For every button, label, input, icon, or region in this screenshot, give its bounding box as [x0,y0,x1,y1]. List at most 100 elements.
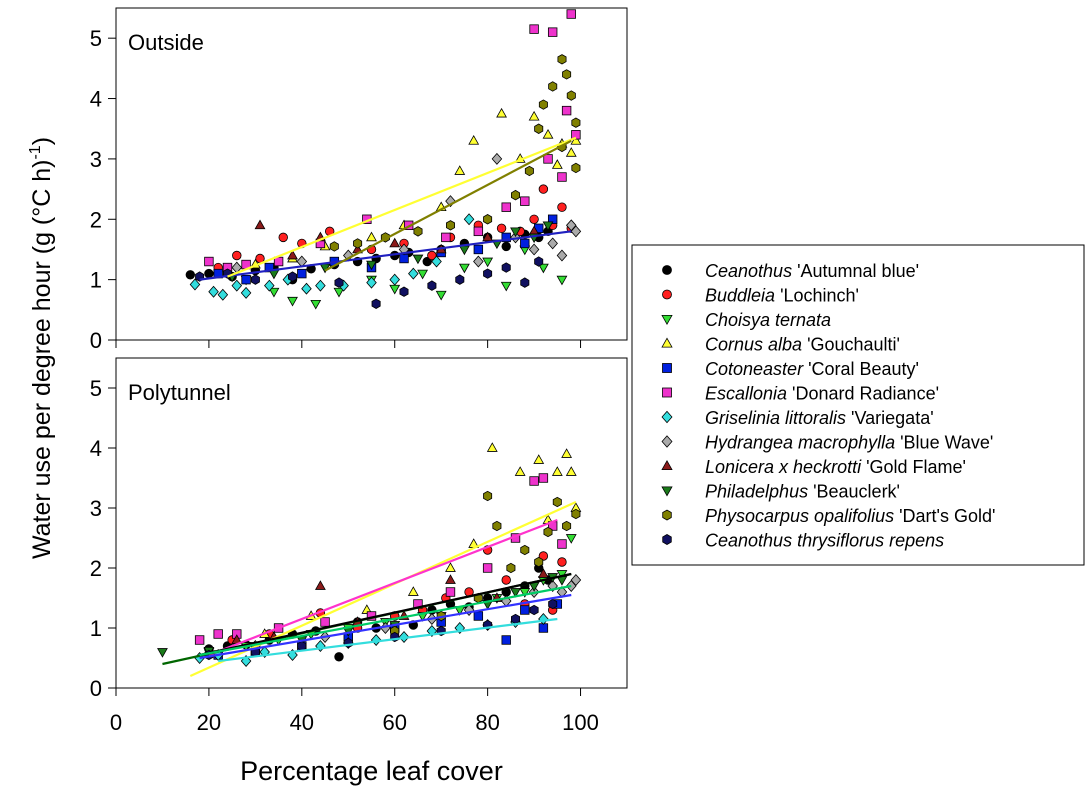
y-tick-label: 1 [90,616,102,641]
point [520,196,530,206]
point [542,221,554,232]
legend-genus: Griselinia littoralis [705,408,846,428]
x-tick-label: 40 [290,710,314,735]
point [264,279,275,292]
point [399,286,409,297]
point [458,263,470,274]
point [208,285,219,298]
legend: Ceanothus 'Autumnal blue' Buddleia 'Lochi… [631,244,1085,566]
point [571,508,581,520]
point [534,556,544,568]
point [528,110,540,121]
point [538,184,549,194]
point [529,604,539,616]
panel-frame [115,7,628,341]
legend-marker [662,363,672,373]
point [482,563,493,573]
point [185,270,196,280]
point [213,629,223,639]
x-tick-label: 80 [475,710,499,735]
point [231,279,243,292]
legend-label: Cornus alba 'Gouchaulti' [705,335,900,355]
point [241,274,251,285]
point [250,274,260,285]
point [538,551,549,561]
legend-label: Escallonia 'Donard Radiance' [705,384,939,404]
legend-marker [661,486,673,497]
panel-title: Outside [128,30,204,55]
legend-cultivar: 'Autumnal blue' [792,261,919,281]
y-axis-label-close: ) [28,137,56,145]
point [496,223,507,234]
point [542,129,554,139]
point [501,635,511,645]
y-tick-label: 0 [90,676,102,701]
point [533,454,545,464]
point [506,562,516,574]
legend-item: Cornus alba 'Gouchaulti' [661,335,900,355]
point [483,268,493,279]
point [413,226,423,237]
point [287,296,298,307]
legend-item: Escallonia 'Donard Radiance' [662,384,939,404]
point [510,588,521,598]
point [520,277,530,288]
legend-label: Griselinia littoralis 'Variegata' [705,408,934,428]
point [519,588,531,598]
point [426,625,438,637]
point [543,154,553,164]
legend-cultivar: 'Donard Radiance' [787,384,939,404]
point [529,24,539,34]
legend-label: Lonicera x heckrotti 'Gold Flame' [705,457,966,477]
x-tick-label: 20 [197,710,221,735]
fit-line [199,230,572,281]
point [334,652,344,662]
point [537,568,549,578]
legend-label: Buddleia 'Lochinch' [705,286,859,306]
point [510,613,520,625]
point [561,448,573,458]
legend-genus: Lonicera x heckrotti [705,457,862,477]
legend-marker [662,289,672,300]
point [565,147,577,157]
legend-label: Cotoneaster 'Coral Beauty' [705,359,919,379]
point [483,490,493,502]
point [427,280,437,291]
point [537,263,549,274]
legend-marker [661,314,673,325]
point [408,267,419,280]
point [557,539,567,549]
point [287,249,298,260]
point [314,580,326,590]
legend-item: Griselinia littoralis 'Variegata' [661,408,934,428]
point [371,298,381,309]
point [463,213,475,226]
fit-line [199,593,572,660]
point [454,165,466,175]
panel-outside: 0 1 2 3 4 5 Outside [90,7,628,353]
point [557,54,567,65]
point [510,227,521,238]
legend-cultivar: 'Coral Beauty' [803,359,919,379]
point [534,256,544,267]
point [551,466,563,476]
y-tick-label: 3 [90,496,102,521]
point [315,279,326,292]
point [565,534,577,544]
point [528,243,540,256]
y-tick-label: 4 [90,87,102,112]
x-axis-label: Percentage leaf cover [240,756,503,786]
fit-line [227,136,577,278]
legend-marker [661,435,673,448]
y-tick-label: 0 [90,328,102,353]
point [501,241,511,252]
point [217,288,229,301]
fit-lines [199,136,577,281]
point [473,226,484,237]
point [399,253,409,264]
y-tick-label: 5 [90,376,102,401]
legend-item: Lonicera x heckrotti 'Gold Flame' [661,457,966,477]
point [334,277,344,288]
point [240,286,252,299]
